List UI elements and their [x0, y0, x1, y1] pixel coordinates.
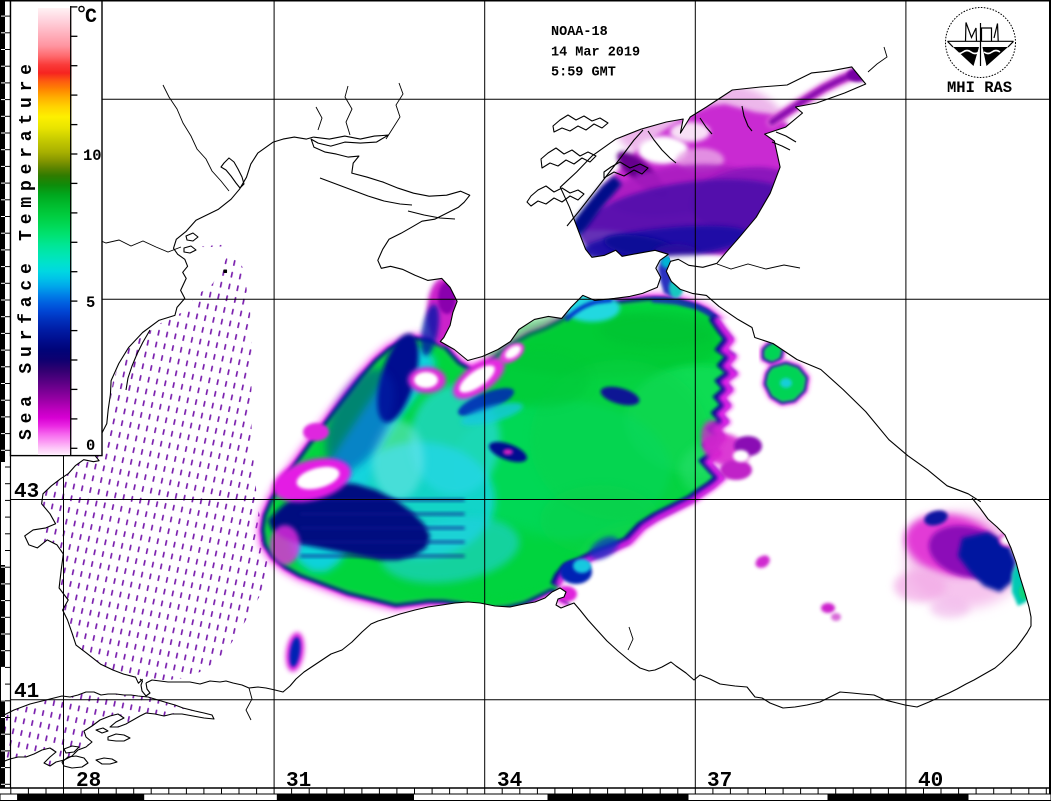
svg-text:43: 43	[14, 481, 39, 504]
svg-text:NOAA-18: NOAA-18	[551, 25, 608, 40]
svg-text:MHI RAS: MHI RAS	[947, 79, 1012, 97]
svg-text:41: 41	[14, 681, 39, 704]
svg-text:10: 10	[83, 147, 102, 165]
svg-text:34: 34	[497, 770, 522, 793]
svg-text:C: C	[85, 6, 97, 29]
svg-text:40: 40	[918, 770, 943, 793]
svg-text:37: 37	[707, 770, 732, 793]
svg-text:28: 28	[76, 770, 101, 793]
svg-text:31: 31	[286, 770, 311, 793]
svg-text:5:59 GMT: 5:59 GMT	[551, 66, 616, 81]
svg-text:14 Mar 2019: 14 Mar 2019	[551, 45, 640, 60]
svg-text:5: 5	[86, 294, 95, 312]
svg-text:Sea Surface Temperature: Sea Surface Temperature	[17, 64, 37, 440]
svg-text:0: 0	[86, 437, 95, 455]
